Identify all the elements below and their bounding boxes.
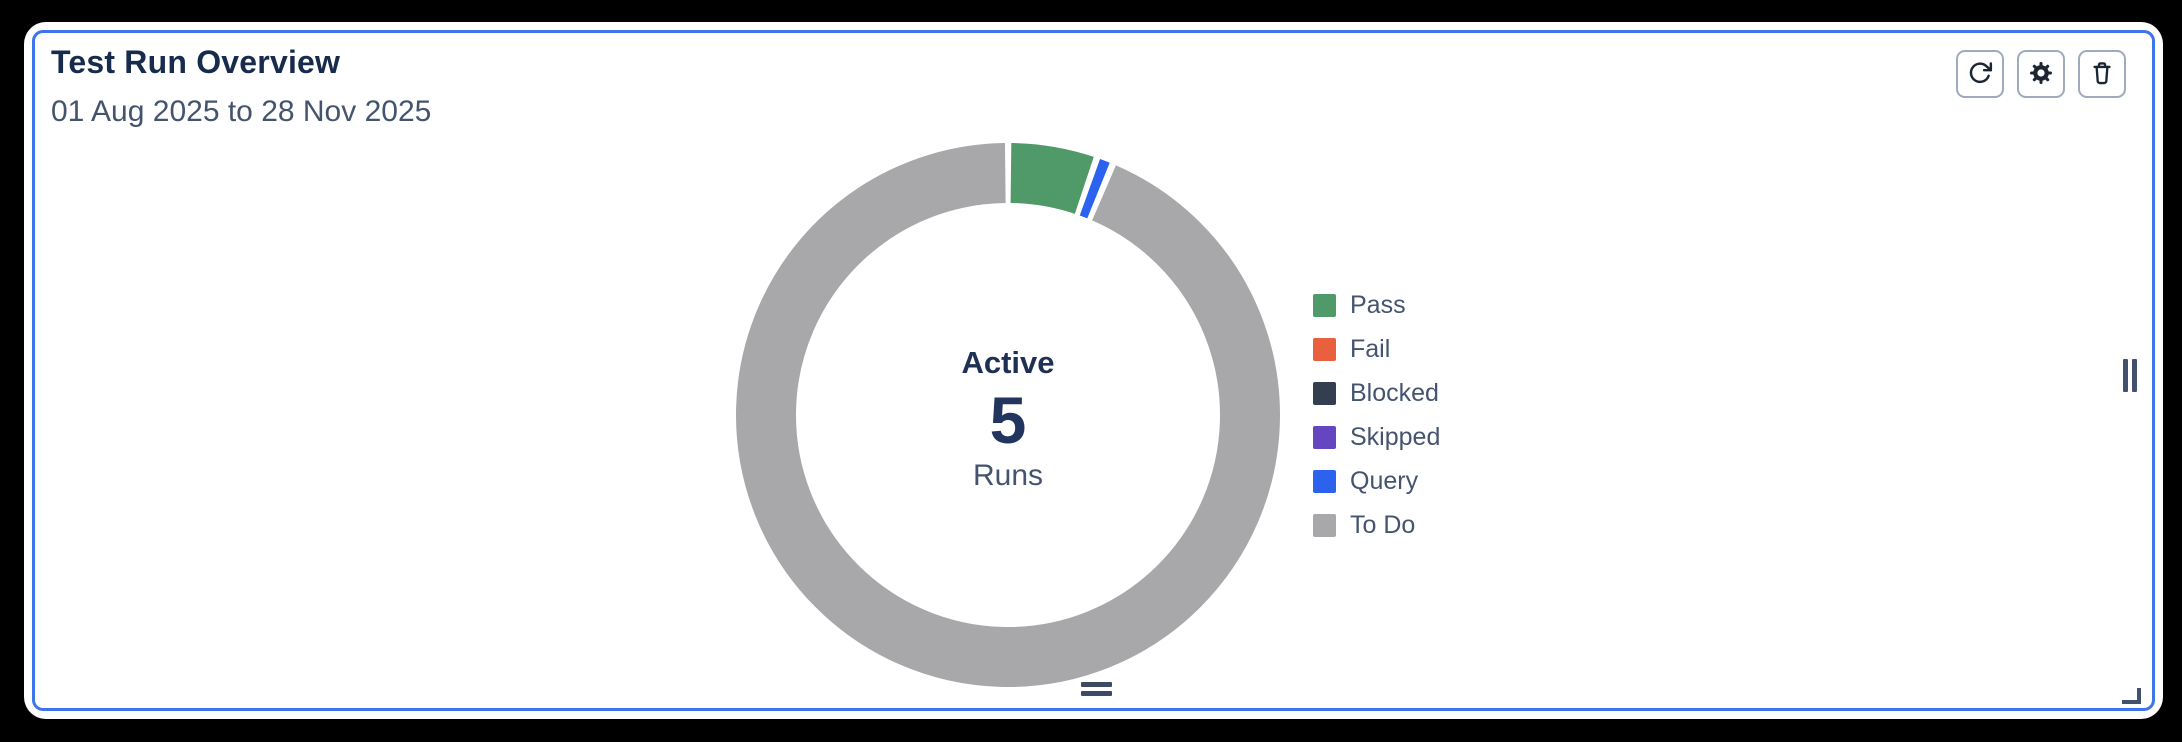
resize-grip-bar <box>2132 359 2137 392</box>
legend-item-blocked[interactable]: Blocked <box>1313 378 1440 407</box>
legend-item-skipped[interactable]: Skipped <box>1313 422 1441 451</box>
legend-swatch-todo <box>1313 513 1336 537</box>
resize-grip-bar <box>1081 682 1112 687</box>
legend-swatch-pass <box>1313 293 1336 317</box>
donut-segment-query[interactable] <box>728 135 1288 695</box>
widget-toolbar <box>1956 50 2126 98</box>
widget-header: Test Run Overview 01 Aug 2025 to 28 Nov … <box>51 44 431 129</box>
donut-chart: Active 5 Runs <box>728 135 1288 695</box>
legend-label-skipped: Skipped <box>1350 422 1441 451</box>
settings-icon <box>2027 59 2055 90</box>
refresh-icon <box>1966 59 1994 90</box>
resize-handle-right[interactable] <box>2119 355 2141 396</box>
resize-grip-bar <box>2123 359 2128 392</box>
resize-handle-bottom[interactable] <box>1077 678 1116 700</box>
page-title: Test Run Overview <box>51 44 341 80</box>
refresh-button[interactable] <box>1956 50 2004 98</box>
legend-item-query[interactable]: Query <box>1313 466 1440 495</box>
legend-label-query: Query <box>1350 466 1419 495</box>
delete-button[interactable] <box>2078 50 2126 98</box>
legend-label-pass: Pass <box>1350 290 1406 319</box>
widget-card[interactable]: Test Run Overview 01 Aug 2025 to 28 Nov … <box>24 22 2163 719</box>
legend-label-blocked: Blocked <box>1350 378 1439 407</box>
date-range-label: 01 Aug 2025 to 28 Nov 2025 <box>51 95 432 128</box>
legend-item-todo[interactable]: To Do <box>1313 510 1440 539</box>
legend-item-fail[interactable]: Fail <box>1313 334 1440 363</box>
chart-legend: Pass Fail Blocked Skipped Query To Do <box>1313 290 1441 539</box>
resize-handle-corner[interactable] <box>2122 688 2141 704</box>
settings-button[interactable] <box>2017 50 2065 98</box>
resize-grip-bar <box>1081 691 1112 696</box>
legend-item-pass[interactable]: Pass <box>1313 290 1440 319</box>
legend-swatch-skipped <box>1313 425 1336 449</box>
legend-swatch-blocked <box>1313 381 1336 405</box>
legend-swatch-query <box>1313 469 1336 493</box>
donut-svg <box>728 135 1288 695</box>
donut-segment-to-do[interactable] <box>728 135 1288 695</box>
legend-label-todo: To Do <box>1350 510 1416 539</box>
delete-icon <box>2088 59 2116 90</box>
legend-swatch-fail <box>1313 337 1336 361</box>
legend-label-fail: Fail <box>1350 334 1391 363</box>
